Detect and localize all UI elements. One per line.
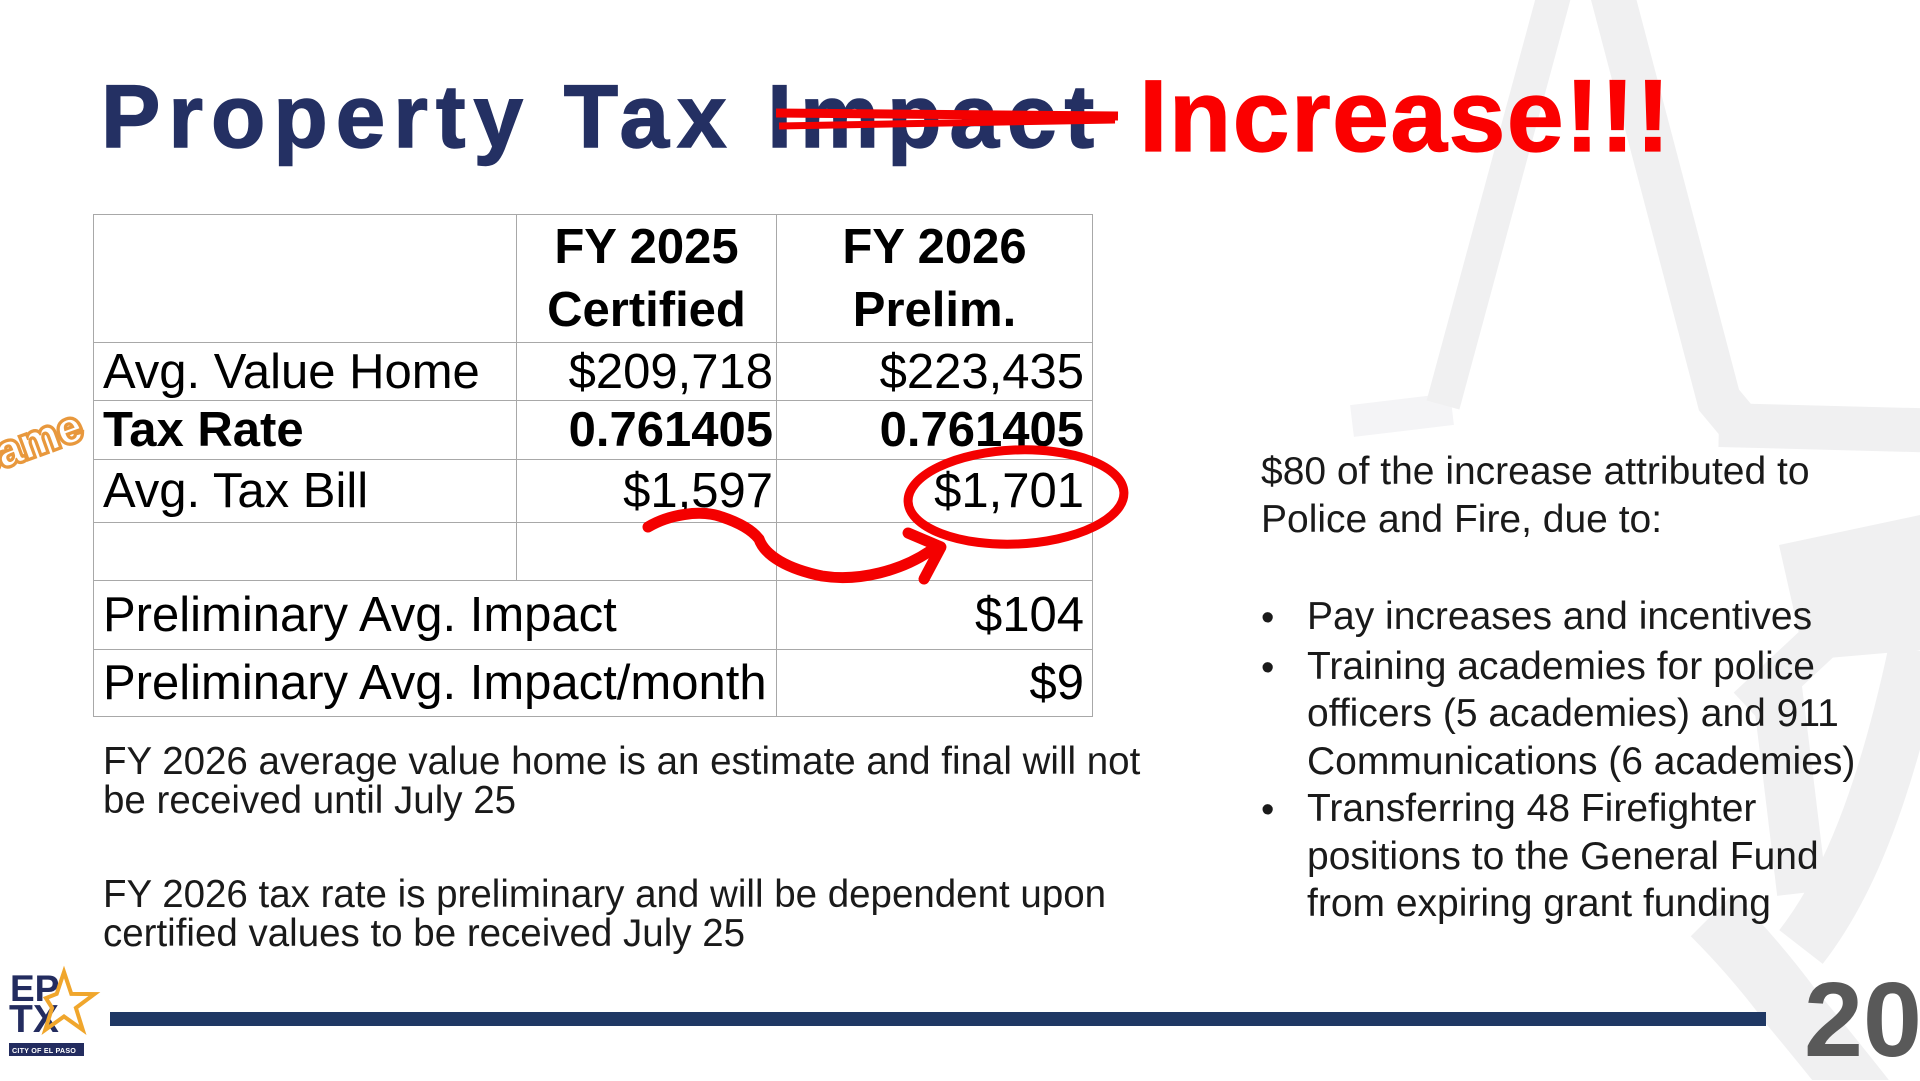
- svg-text:EP: EP: [10, 968, 59, 1009]
- svg-text:CITY OF EL PASO: CITY OF EL PASO: [12, 1046, 76, 1055]
- svg-text:same: same: [0, 401, 89, 486]
